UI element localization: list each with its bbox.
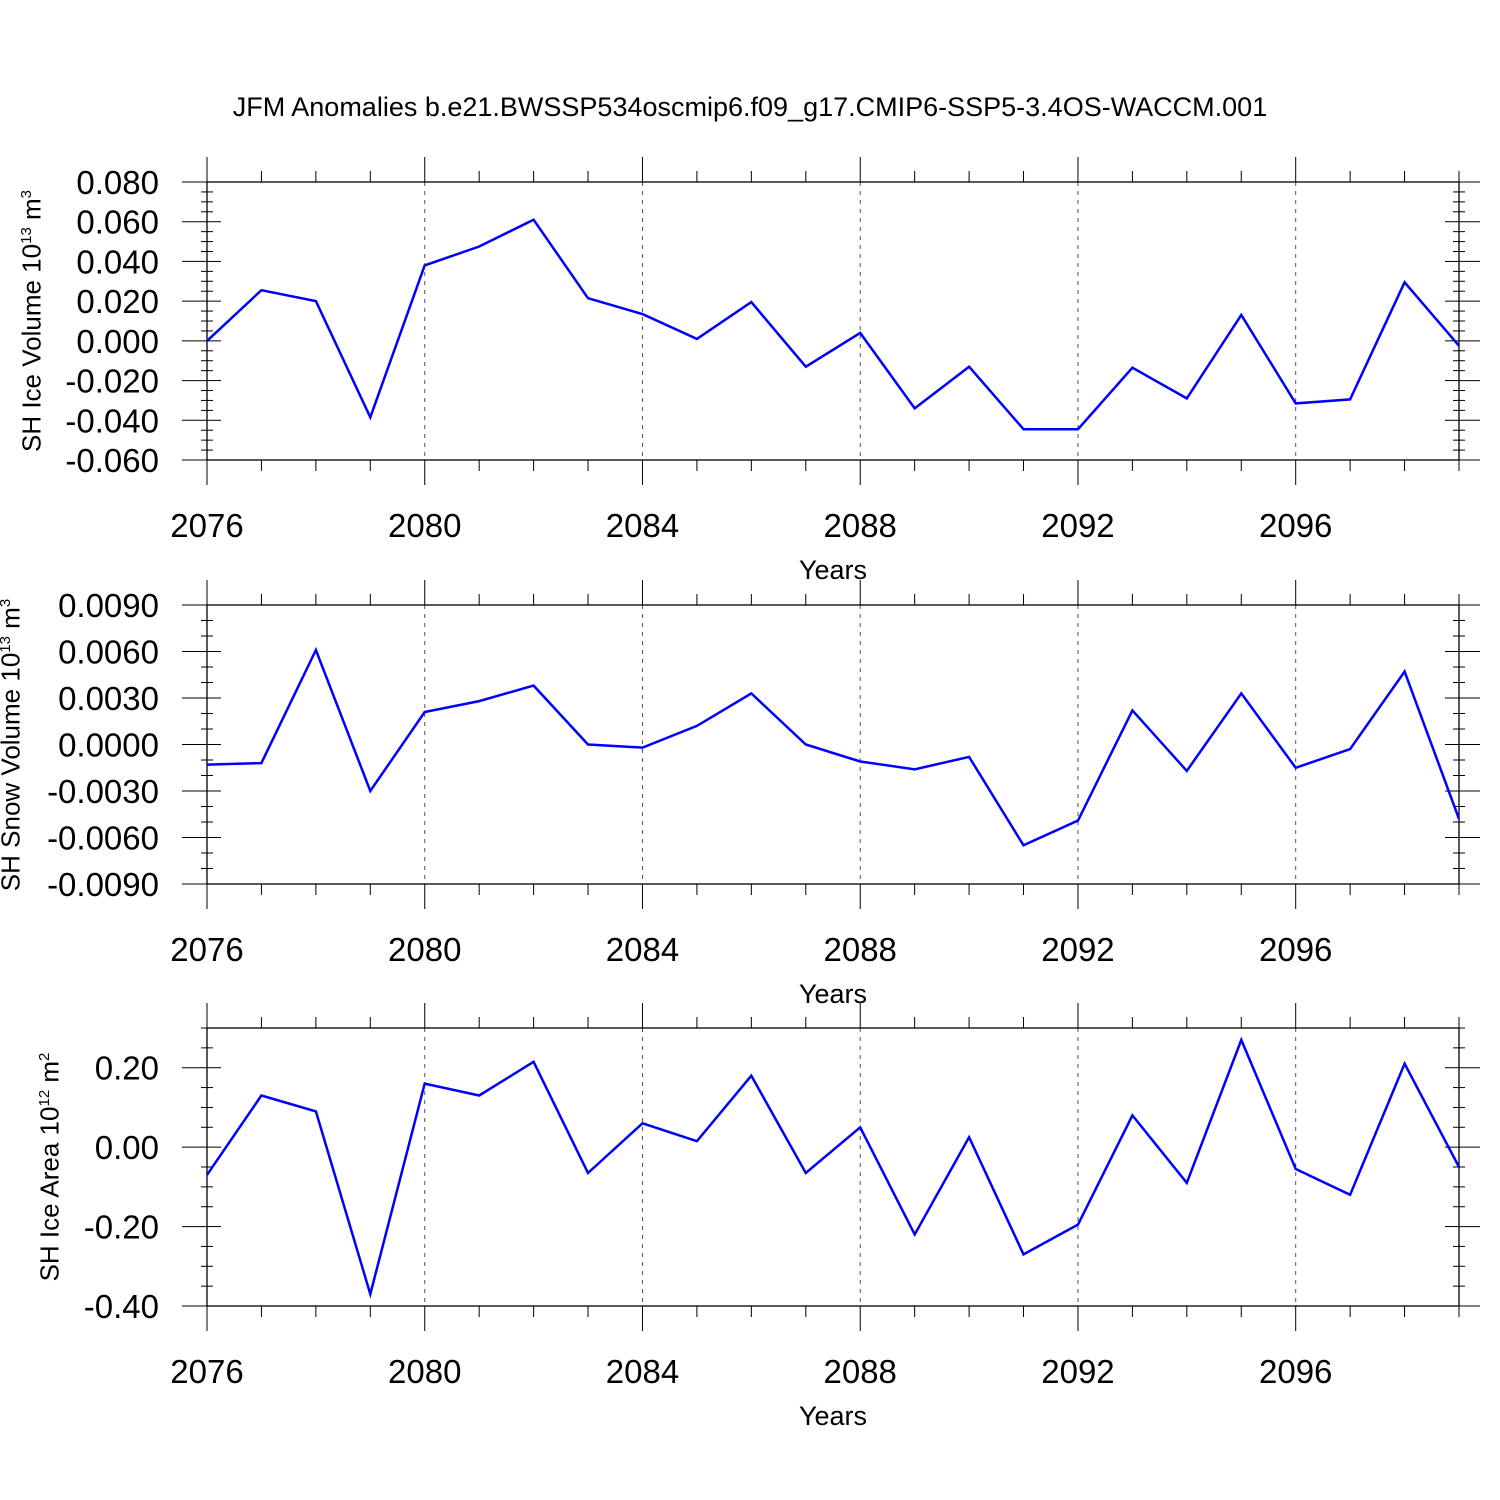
x-tick-label: 2088 (824, 1353, 897, 1390)
x-tick-label: 2096 (1259, 507, 1332, 544)
y-tick-label: 0.0090 (58, 587, 159, 624)
y-tick-label: 0.00 (95, 1129, 159, 1166)
x-tick-label: 2088 (824, 507, 897, 544)
x-tick-label: 2076 (170, 931, 243, 968)
y-tick-label: -0.0090 (47, 866, 159, 903)
y-axis-title-unit-exponent: 3 (17, 189, 35, 199)
x-tick-label: 2088 (824, 931, 897, 968)
x-tick-label: 2092 (1041, 931, 1114, 968)
y-axis-title-text: SH Ice Area 10 (34, 1106, 65, 1282)
y-tick-label: -0.060 (65, 442, 159, 479)
x-tick-label: 2092 (1041, 507, 1114, 544)
y-tick-label: -0.40 (84, 1288, 159, 1325)
y-axis-title-exponent: 13 (17, 227, 35, 244)
series-line (205, 1036, 1461, 1299)
y-axis-title-unit: m (0, 607, 26, 636)
y-axis-title-text: SH Ice Volume 10 (16, 243, 47, 453)
x-tick-label: 2076 (170, 1353, 243, 1390)
y-tick-label: -0.020 (65, 363, 159, 400)
y-axis-title-exponent: 12 (35, 1089, 53, 1107)
x-axis-title: Years (799, 555, 867, 585)
y-axis-title-exponent: 13 (0, 635, 14, 653)
y-axis-title-unit: m (34, 1060, 65, 1090)
y-axis-title-unit-exponent: 2 (35, 1052, 53, 1061)
y-axis-title-unit: m (16, 198, 47, 228)
y-tick-label: 0.000 (76, 323, 159, 360)
y-axis-title-unit-exponent: 3 (0, 598, 14, 606)
x-axis-title: Years (799, 979, 867, 1009)
y-tick-label: -0.040 (65, 402, 159, 439)
x-axis-title: Years (799, 1401, 867, 1431)
y-tick-label: 0.040 (76, 243, 159, 280)
series-line (206, 218, 1460, 431)
chart-title: JFM Anomalies b.e21.BWSSP534oscmip6.f09_… (232, 92, 1268, 122)
y-tick-label: 0.20 (95, 1050, 159, 1087)
y-axis-title-text: SH Snow Volume 10 (0, 652, 26, 891)
x-tick-label: 2080 (388, 507, 461, 544)
x-tick-label: 2096 (1259, 931, 1332, 968)
series-line (206, 646, 1461, 847)
y-tick-label: 0.0000 (58, 727, 159, 764)
plot-frame (206, 1027, 1460, 1307)
plot-frame (206, 604, 1460, 885)
x-tick-label: 2080 (388, 931, 461, 968)
plot-frame (206, 181, 1460, 461)
y-tick-label: 0.0030 (58, 680, 159, 717)
y-tick-label: 0.060 (76, 204, 159, 241)
y-tick-label: -0.0030 (47, 773, 159, 810)
y-tick-label: 0.080 (76, 164, 159, 201)
x-tick-label: 2092 (1041, 1353, 1114, 1390)
x-tick-label: 2084 (606, 507, 679, 544)
y-tick-label: 0.020 (76, 283, 159, 320)
x-tick-label: 2076 (170, 507, 243, 544)
y-tick-label: 0.0060 (58, 634, 159, 671)
x-tick-label: 2084 (606, 931, 679, 968)
x-tick-label: 2096 (1259, 1353, 1332, 1390)
y-tick-label: -0.0060 (47, 820, 159, 857)
y-tick-label: -0.20 (84, 1209, 159, 1246)
x-tick-label: 2080 (388, 1353, 461, 1390)
x-tick-label: 2084 (606, 1353, 679, 1390)
